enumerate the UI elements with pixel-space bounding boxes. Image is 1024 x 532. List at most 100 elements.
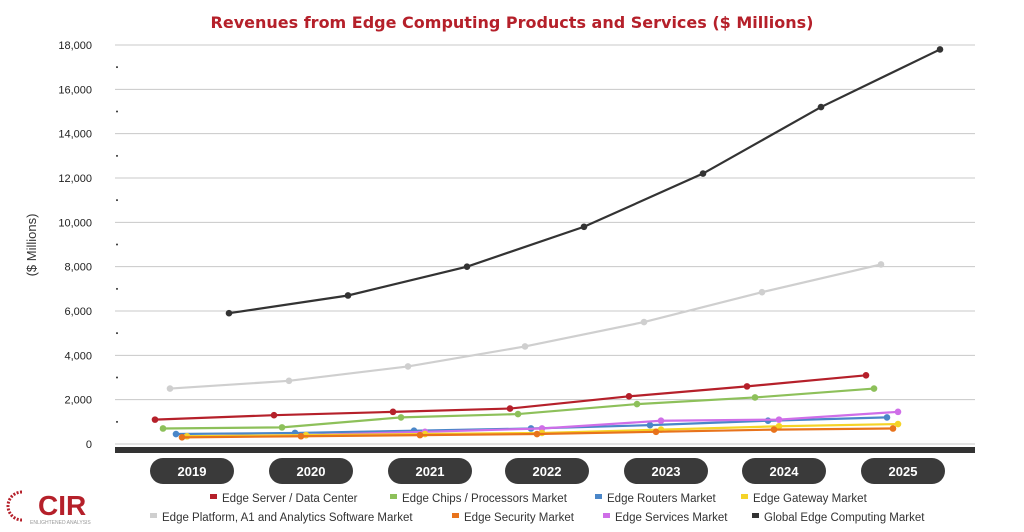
data-point (870, 385, 878, 392)
minor-tick (116, 287, 118, 290)
data-point (657, 417, 665, 425)
y-axis-label: ($ Millions) (24, 214, 39, 277)
x-tick-label: 2025 (889, 464, 918, 479)
y-tick-label: 12,000 (58, 173, 92, 185)
minor-tick (116, 420, 118, 423)
svg-text:CIR: CIR (38, 490, 86, 521)
svg-text:ENLIGHTENED ANALYSIS: ENLIGHTENED ANALYSIS (30, 520, 91, 526)
x-category-pill (388, 458, 472, 484)
data-point (521, 343, 529, 350)
data-point (404, 363, 412, 370)
x-category-pill (861, 458, 945, 484)
data-point (514, 410, 522, 418)
data-point (278, 424, 286, 431)
data-point (178, 434, 186, 441)
data-point (640, 318, 648, 326)
data-point (894, 420, 902, 428)
data-point (389, 408, 397, 416)
minor-tick (116, 376, 118, 379)
legend-label: Global Edge Computing Market (764, 512, 925, 524)
data-point (506, 405, 514, 412)
data-point (159, 425, 167, 432)
x-tick-label: 2021 (416, 464, 445, 479)
data-point (877, 261, 885, 268)
y-tick-label: 8,000 (64, 262, 92, 274)
legend-swatch (150, 513, 157, 518)
data-point (166, 385, 174, 392)
y-tick-label: 2,000 (64, 395, 92, 407)
x-category-pill (505, 458, 589, 484)
legend-label: Edge Services Market (615, 512, 728, 524)
data-point (297, 432, 305, 440)
legend-swatch (390, 494, 397, 499)
x-category-pill (150, 458, 234, 484)
cir-logo: CIR ENLIGHTENED ANALYSIS (6, 490, 91, 526)
minor-tick (116, 332, 118, 335)
y-tick-label: 0 (86, 439, 92, 451)
data-point (463, 263, 471, 270)
data-point (817, 103, 825, 111)
legend-swatch (595, 494, 602, 499)
y-tick-label: 10,000 (58, 217, 92, 229)
x-tick-label: 2022 (533, 464, 562, 479)
x-tick-label: 2024 (770, 464, 800, 479)
y-tick-label: 14,000 (58, 129, 92, 141)
x-category-pill (624, 458, 708, 484)
legend-label: Edge Chips / Processors Market (402, 493, 568, 505)
data-point (775, 422, 783, 430)
data-point (285, 377, 293, 385)
data-point (646, 421, 654, 429)
data-point (416, 431, 424, 439)
data-point (633, 400, 641, 408)
data-point (936, 46, 944, 53)
data-point (397, 414, 405, 421)
minor-tick (116, 110, 118, 113)
minor-tick (116, 154, 118, 157)
y-tick-label: 18,000 (58, 40, 92, 52)
minor-tick (116, 243, 118, 246)
legend-swatch (603, 513, 610, 518)
data-point (883, 414, 891, 421)
legend-label: Edge Security Market (464, 512, 575, 524)
data-point (225, 309, 233, 317)
data-point (889, 425, 897, 432)
x-tick-label: 2020 (297, 464, 326, 479)
data-point (758, 288, 766, 296)
y-tick-label: 16,000 (58, 84, 92, 96)
x-tick-label: 2023 (652, 464, 681, 479)
minor-tick (116, 66, 118, 69)
data-point (862, 371, 870, 379)
x-tick-label: 2019 (178, 464, 207, 479)
data-point (344, 292, 352, 299)
legend-label: Edge Server / Data Center (222, 493, 358, 505)
data-point (751, 394, 759, 401)
data-point (775, 416, 783, 423)
data-point (151, 416, 159, 423)
legend-swatch (752, 513, 759, 518)
data-point (770, 426, 778, 433)
y-tick-label: 4,000 (64, 350, 92, 362)
legend-label: Edge Platform, A1 and Analytics Software… (162, 512, 413, 524)
data-point (894, 408, 902, 416)
data-point (172, 430, 180, 438)
legend-swatch (452, 513, 459, 518)
data-point (533, 430, 541, 438)
data-point (625, 393, 633, 400)
legend-swatch (741, 494, 748, 499)
x-category-pill (269, 458, 353, 484)
minor-tick (116, 199, 118, 202)
legend-label: Edge Routers Market (607, 493, 716, 505)
x-axis-line (115, 447, 975, 453)
chart-title: Revenues from Edge Computing Products an… (211, 13, 814, 32)
data-point (743, 383, 751, 390)
x-category-pill (742, 458, 826, 484)
y-tick-label: 6,000 (64, 306, 92, 318)
legend-label: Edge Gateway Market (753, 493, 868, 505)
data-point (580, 223, 588, 231)
data-point (699, 170, 707, 177)
data-point (652, 428, 660, 436)
series-line (169, 263, 882, 390)
legend-swatch (210, 494, 217, 499)
